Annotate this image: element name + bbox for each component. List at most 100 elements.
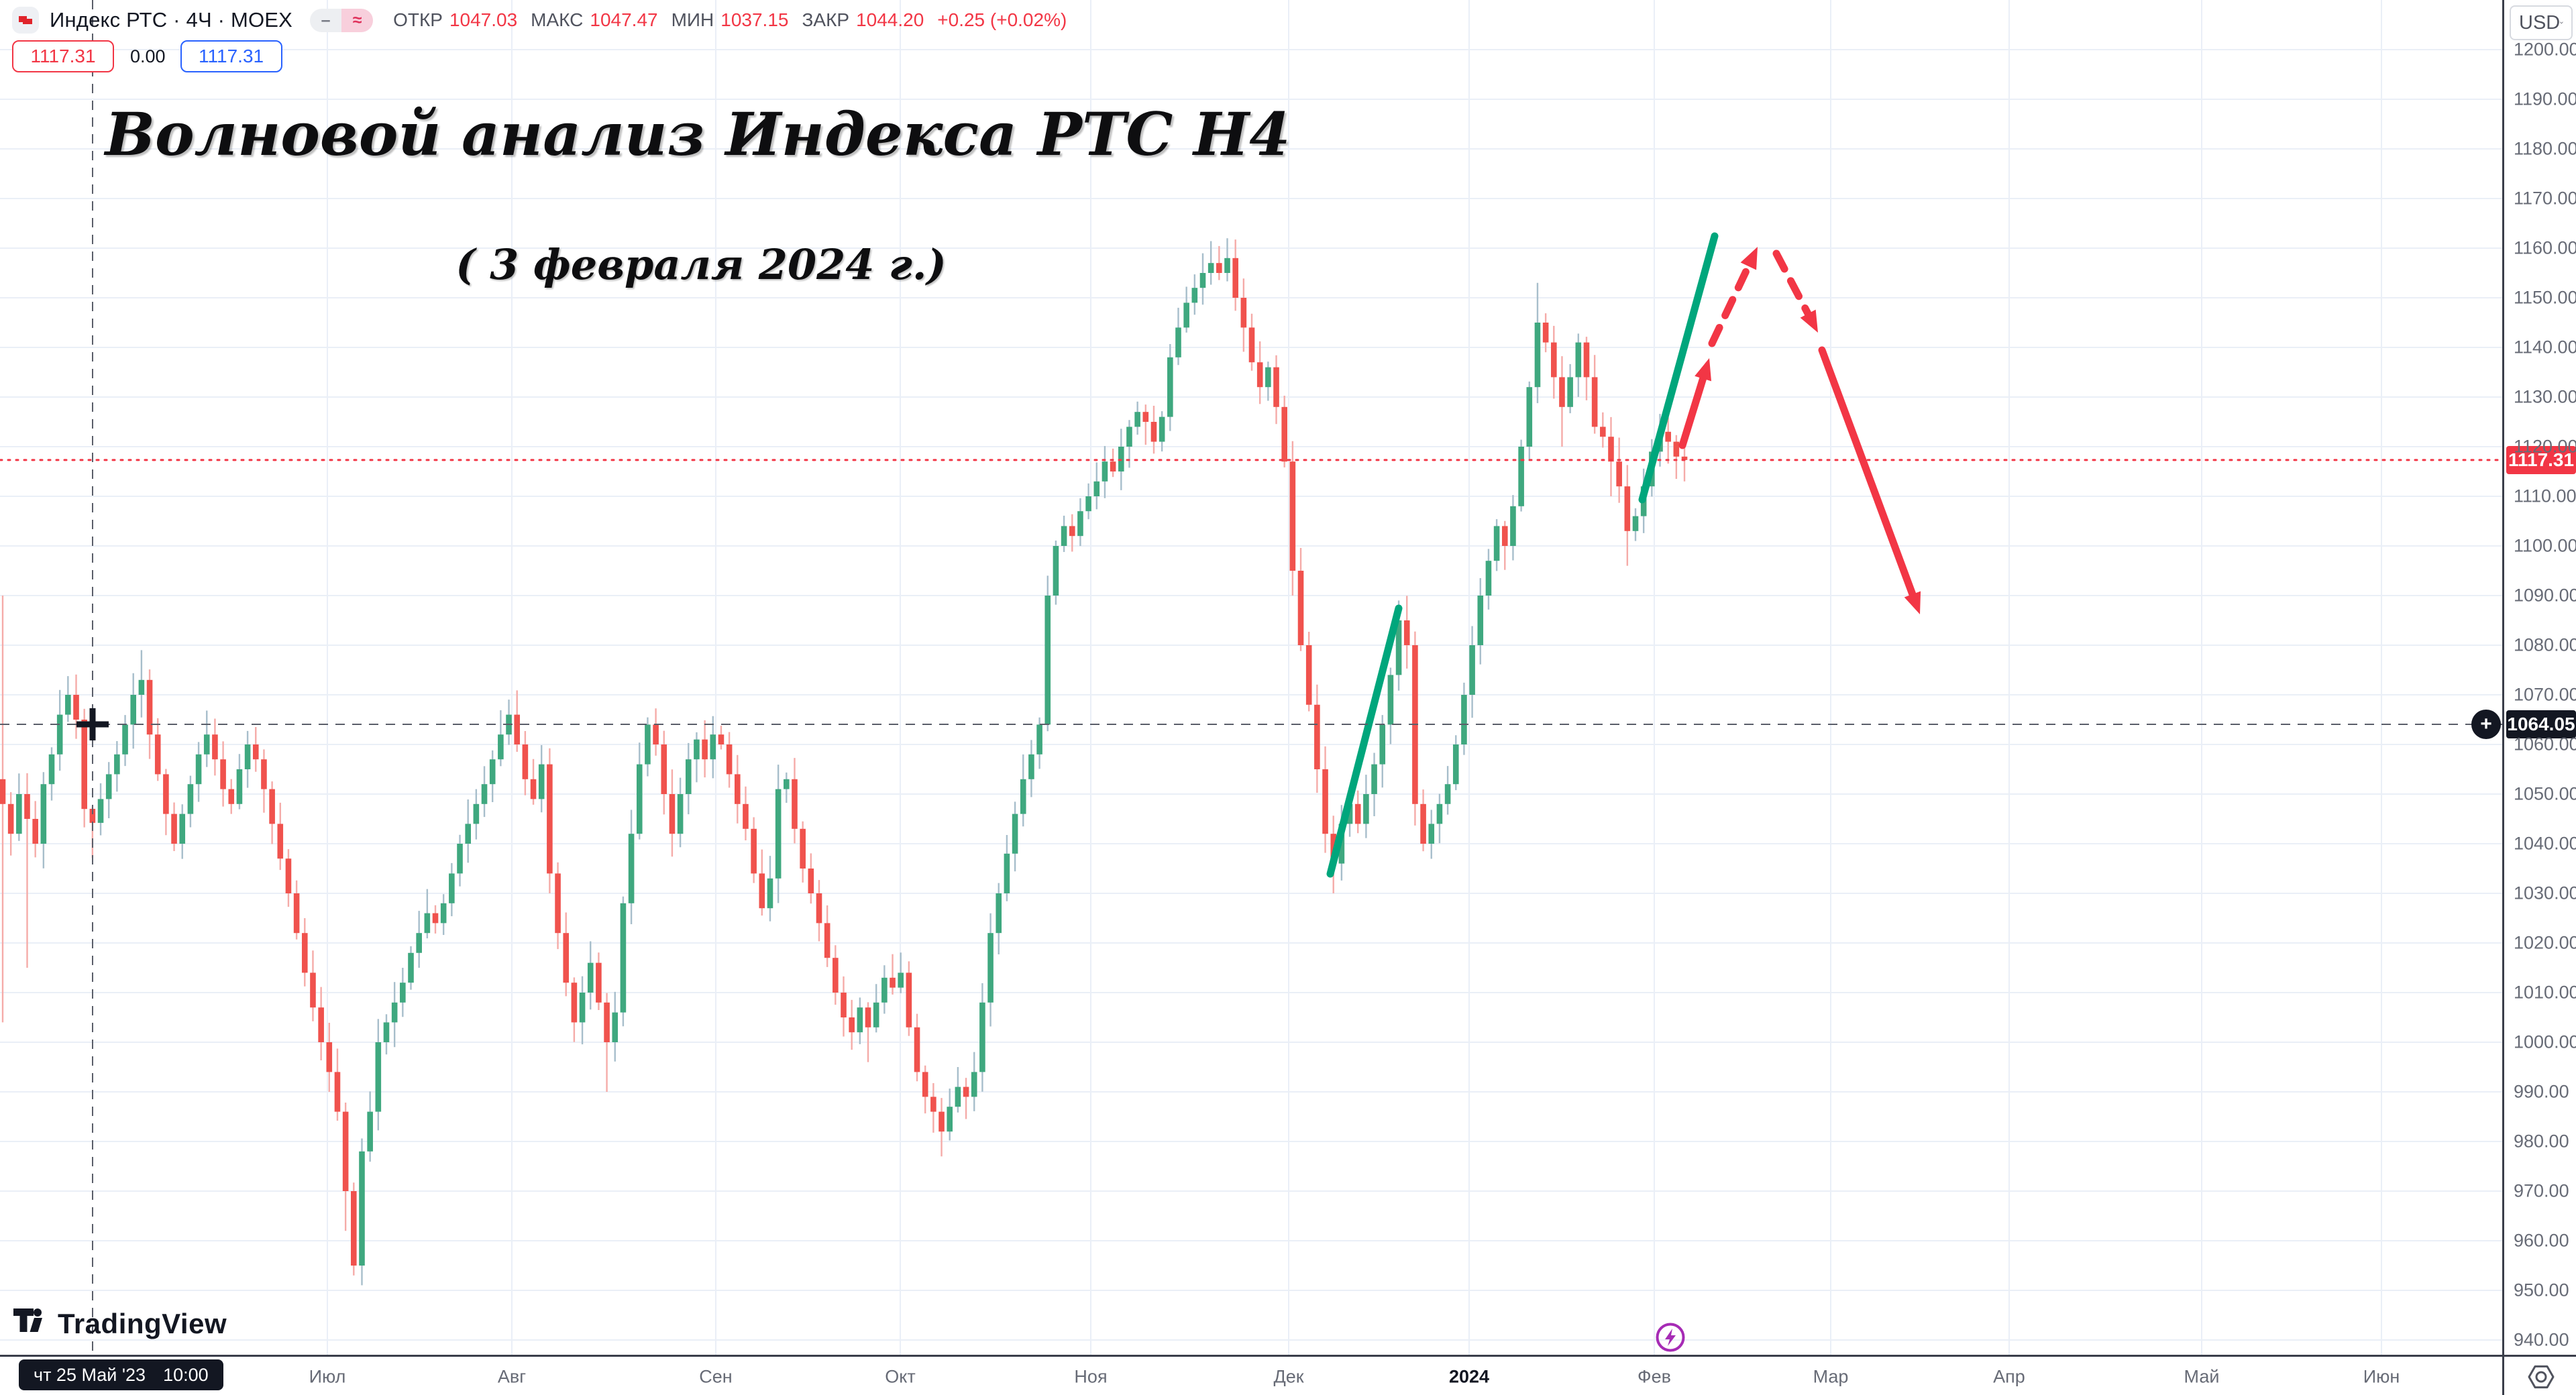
candle-body xyxy=(1265,367,1271,388)
candle-body xyxy=(1110,461,1116,471)
buy-price-button[interactable]: 1117.31 xyxy=(180,40,282,72)
candle-body xyxy=(1428,824,1435,844)
candle-body xyxy=(1248,327,1255,363)
candle-body xyxy=(1142,412,1149,422)
close-value: 1044.20 xyxy=(856,9,924,30)
symbol-legend[interactable]: Индекс РТС · 4Ч · MOEX – ≈ ОТКР 1047.03 … xyxy=(12,7,1067,34)
symbol-title[interactable]: Индекс РТС · 4Ч · MOEX xyxy=(50,8,293,32)
candle-body xyxy=(171,814,177,844)
candle-body xyxy=(677,794,684,834)
month-tick-label[interactable]: Июл xyxy=(309,1366,346,1387)
candle-body xyxy=(938,1111,945,1132)
month-tick-label[interactable]: Сен xyxy=(699,1366,733,1387)
symbol-logo-icon xyxy=(12,7,39,34)
candle-body xyxy=(636,764,643,834)
candle-body xyxy=(1208,263,1214,273)
candle-body xyxy=(1436,803,1443,824)
candle-body xyxy=(857,1007,863,1033)
legend-pills[interactable]: – ≈ xyxy=(310,8,374,32)
candle-body xyxy=(1199,273,1206,288)
candle-body xyxy=(1256,362,1263,388)
price-axis[interactable]: USD 1117.31 + 1064.05 1200.00 1190.00 1180… xyxy=(2471,0,2576,1355)
candle-body xyxy=(212,734,218,760)
candle-body xyxy=(1551,342,1557,378)
candle-body xyxy=(759,873,765,909)
candle-body xyxy=(1297,571,1304,645)
month-tick-label[interactable]: Мар xyxy=(1813,1366,1849,1387)
wave-pill-icon[interactable]: ≈ xyxy=(341,8,374,32)
price-tick-label: 1040.00 xyxy=(2514,833,2576,854)
time-axis[interactable]: чт 25 Май '23 10:00 Июл Авг Сен Окт Ноя Дек 20… xyxy=(0,1355,2576,1395)
candle-body xyxy=(391,1002,398,1023)
candle-body xyxy=(1004,853,1010,893)
candle-body xyxy=(1624,486,1631,531)
month-tick-label[interactable]: Ноя xyxy=(1074,1366,1108,1387)
price-tick-label: 1190.00 xyxy=(2514,89,2576,109)
candle-body xyxy=(996,893,1002,934)
candle-body xyxy=(1461,695,1467,744)
high-label: МАКС xyxy=(531,9,584,30)
month-tick-label[interactable]: Апр xyxy=(1993,1366,2025,1387)
low-label: МИН xyxy=(671,9,714,30)
candle-body xyxy=(318,1007,324,1042)
candle-body xyxy=(1534,323,1541,388)
tradingview-logo[interactable]: TradingView xyxy=(13,1308,227,1340)
month-tick-label[interactable]: Май xyxy=(2184,1366,2220,1387)
candle-body xyxy=(1069,526,1075,537)
teal-trend-line xyxy=(1326,604,1403,878)
candle-body xyxy=(661,744,667,794)
candle-body xyxy=(400,983,406,1003)
candle-body xyxy=(195,754,202,785)
dash-pill-icon[interactable]: – xyxy=(310,8,342,32)
price-tick-label: 980.00 xyxy=(2514,1131,2569,1152)
add-order-plus-icon[interactable]: + xyxy=(2471,710,2501,740)
candle-body xyxy=(1444,784,1451,804)
month-tick-label[interactable]: Окт xyxy=(885,1366,916,1387)
price-tick-label: 1060.00 xyxy=(2514,734,2576,755)
candle-body xyxy=(1322,769,1328,834)
candle-body xyxy=(473,803,480,824)
ohlc-legend: ОТКР 1047.03 МАКС 1047.47 МИН 1037.15 ЗА… xyxy=(393,9,1067,31)
candle-body xyxy=(1600,427,1606,437)
candle-body xyxy=(1387,675,1394,725)
candle-body xyxy=(702,739,708,760)
candle-body xyxy=(604,1002,610,1042)
annotation-subtitle: ( 3 февраля 2024 г.) xyxy=(455,240,947,289)
candle-body xyxy=(1077,511,1083,537)
candle-body xyxy=(1665,431,1671,442)
gear-icon[interactable] xyxy=(2526,1362,2556,1392)
candle-body xyxy=(1167,357,1173,417)
month-tick-label[interactable]: Июн xyxy=(2363,1366,2400,1387)
candle-body xyxy=(1379,724,1386,765)
candle-body xyxy=(449,873,455,903)
candle-body xyxy=(81,720,87,810)
flash-icon[interactable] xyxy=(1655,1322,1686,1353)
candle-body xyxy=(1363,794,1369,824)
candle-body xyxy=(1175,327,1181,357)
sell-price-button[interactable]: 1117.31 xyxy=(12,40,114,72)
candle-body xyxy=(775,789,782,879)
candle-body xyxy=(947,1107,953,1132)
candle-body xyxy=(1371,764,1377,794)
candle-body xyxy=(1395,620,1402,675)
month-tick-label[interactable]: Дек xyxy=(1273,1366,1304,1387)
axis-settings-corner[interactable] xyxy=(2502,1355,2576,1395)
candle-body xyxy=(1575,342,1582,378)
candle-body xyxy=(383,1022,390,1042)
candle-body xyxy=(718,734,724,744)
candle-body xyxy=(1126,427,1132,447)
currency-selector[interactable]: USD xyxy=(2510,5,2573,40)
candle-body xyxy=(1028,754,1034,779)
candle-body xyxy=(612,1012,619,1042)
candle-body xyxy=(122,724,128,755)
candle-body xyxy=(310,972,316,1008)
candle-body xyxy=(7,803,14,834)
candle-body xyxy=(1159,416,1165,442)
month-tick-label[interactable]: Авг xyxy=(497,1366,527,1387)
candle-body xyxy=(1591,377,1598,427)
month-tick-label[interactable]: 2024 xyxy=(1448,1366,1490,1387)
month-tick-label[interactable]: Фев xyxy=(1638,1366,1671,1387)
close-label: ЗАКР xyxy=(802,9,850,30)
candle-body xyxy=(1273,367,1279,407)
